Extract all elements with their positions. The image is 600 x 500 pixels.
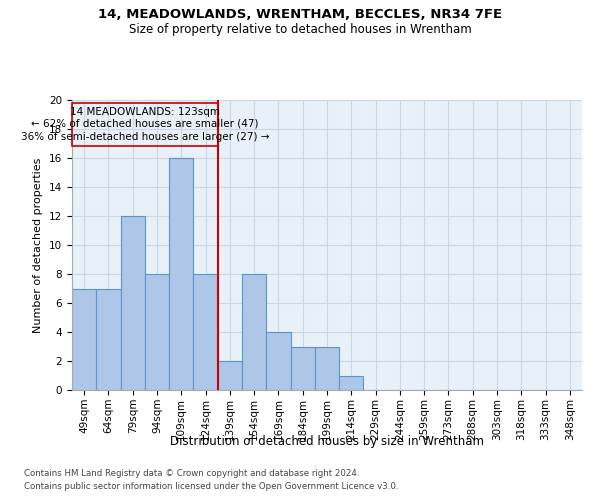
Text: ← 62% of detached houses are smaller (47): ← 62% of detached houses are smaller (47… (31, 119, 259, 129)
Bar (339, 376, 364, 390)
Text: Contains HM Land Registry data © Crown copyright and database right 2024.: Contains HM Land Registry data © Crown c… (24, 468, 359, 477)
Text: Size of property relative to detached houses in Wrentham: Size of property relative to detached ho… (128, 22, 472, 36)
Bar (72, 288, 96, 390)
Text: Distribution of detached houses by size in Wrentham: Distribution of detached houses by size … (170, 435, 484, 448)
Bar (266, 332, 290, 390)
Bar (169, 158, 193, 390)
Bar (193, 274, 218, 390)
Bar (242, 274, 266, 390)
Bar (315, 346, 339, 390)
Bar (218, 361, 242, 390)
Bar (96, 288, 121, 390)
Bar (145, 274, 169, 390)
Text: 14, MEADOWLANDS, WRENTHAM, BECCLES, NR34 7FE: 14, MEADOWLANDS, WRENTHAM, BECCLES, NR34… (98, 8, 502, 20)
Text: Contains public sector information licensed under the Open Government Licence v3: Contains public sector information licen… (24, 482, 398, 491)
Bar (72, 103, 218, 146)
Text: 14 MEADOWLANDS: 123sqm: 14 MEADOWLANDS: 123sqm (70, 108, 220, 118)
Bar (290, 346, 315, 390)
Text: 36% of semi-detached houses are larger (27) →: 36% of semi-detached houses are larger (… (20, 132, 269, 142)
Bar (121, 216, 145, 390)
Y-axis label: Number of detached properties: Number of detached properties (34, 158, 43, 332)
